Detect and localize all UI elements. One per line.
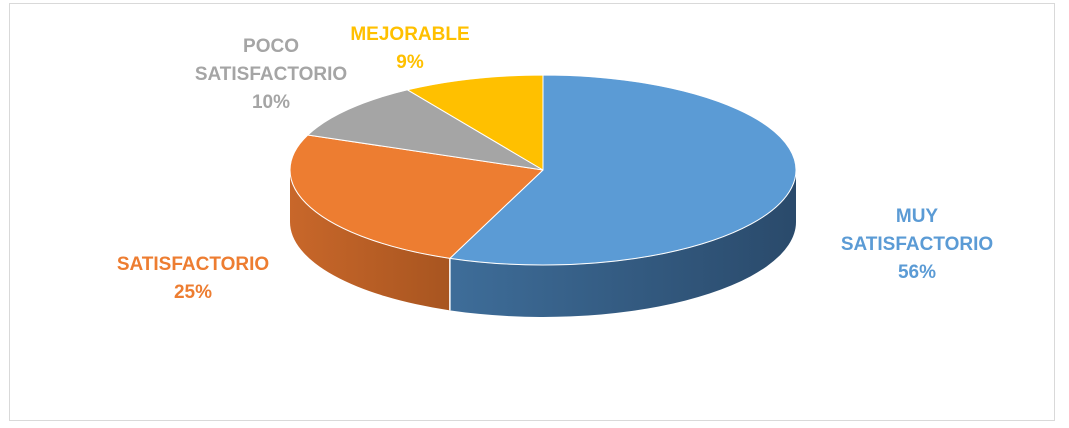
data-label-poco-satisfactorio: POCO SATISFACTORIO 10% [195, 36, 347, 113]
data-label-satisfactorio: SATISFACTORIO 25% [117, 254, 269, 303]
data-label-mejorable: MEJORABLE 9% [350, 24, 469, 73]
data-label-value: 25% [174, 282, 212, 303]
data-label-value: 9% [396, 52, 424, 73]
data-label-category: MUY [896, 206, 939, 227]
pie-rim [289, 74, 797, 266]
pie-slice-muy-satisfactorio [449, 74, 797, 266]
pie-labels: MUY SATISFACTORIO 56% SATISFACTORIO 25% POCO S… [117, 24, 993, 303]
pie-side-satisfactorio [290, 170, 450, 311]
pie-side-muy-satisfactorio [449, 170, 796, 317]
pie-sides [290, 170, 796, 317]
data-label-category: POCO [243, 36, 299, 57]
data-label-category: SATISFACTORIO [117, 254, 269, 275]
data-label-muy-satisfactorio: MUY SATISFACTORIO 56% [841, 206, 993, 283]
pie-slice-poco-satisfactorio [307, 89, 544, 171]
data-label-value: 56% [898, 262, 936, 283]
pie-slice-mejorable [406, 74, 544, 171]
data-label-category: SATISFACTORIO [841, 234, 993, 255]
data-label-value: 10% [252, 92, 290, 113]
data-label-category: MEJORABLE [350, 24, 469, 45]
data-label-category: SATISFACTORIO [195, 64, 347, 85]
pie-tops [289, 74, 797, 266]
pie-slice-satisfactorio [289, 134, 544, 259]
